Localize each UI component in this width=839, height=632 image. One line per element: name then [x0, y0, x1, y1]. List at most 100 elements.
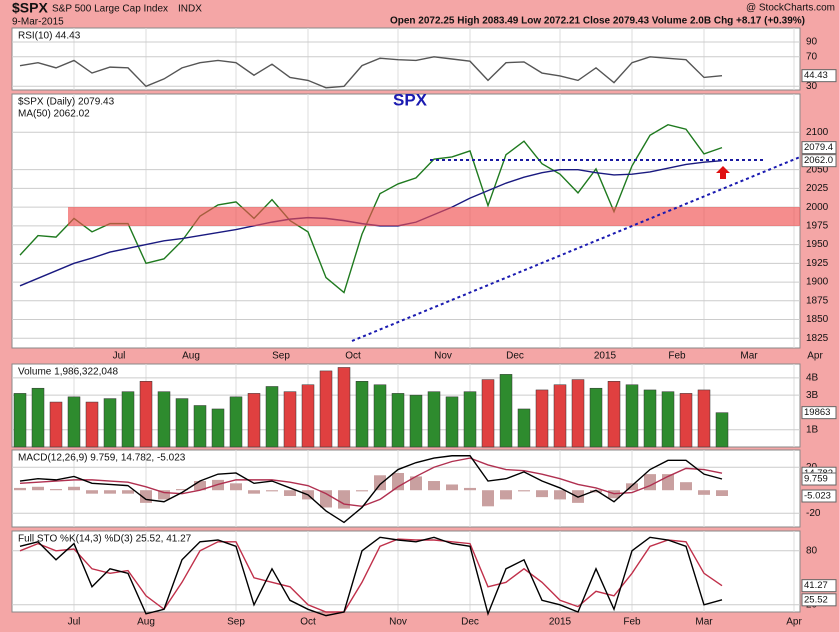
- value-box: [801, 69, 837, 83]
- bar: [482, 490, 494, 507]
- value-label: -5.023: [804, 491, 831, 502]
- bar: [355, 381, 369, 448]
- y-tick-label: 1B: [806, 424, 819, 435]
- series-line: [19, 56, 723, 89]
- x-tick-label: Dec: [461, 617, 479, 628]
- value-box: [801, 579, 837, 593]
- y-tick-label: 2100: [806, 127, 829, 138]
- bar: [356, 490, 368, 492]
- x-tick-label: Jul: [68, 617, 81, 628]
- bar: [14, 487, 26, 491]
- bar: [373, 384, 387, 448]
- bar: [374, 475, 386, 491]
- bar: [680, 482, 692, 491]
- y-tick-label: -20: [806, 508, 821, 519]
- bar: [85, 401, 99, 448]
- value-label: 19863: [804, 407, 830, 418]
- x-tick-label: Nov: [434, 351, 452, 362]
- x-tick-label: Apr: [786, 617, 802, 628]
- bar: [698, 490, 710, 495]
- date: 9-Mar-2015: [12, 17, 64, 28]
- bar: [571, 379, 585, 448]
- bar: [679, 393, 693, 448]
- bar: [230, 483, 242, 491]
- bar: [67, 396, 81, 448]
- bar: [643, 389, 657, 448]
- bar: [337, 367, 351, 448]
- y-tick-label: 1950: [806, 239, 829, 250]
- y-tick-label: 90: [806, 37, 818, 48]
- bar: [31, 387, 45, 448]
- support-zone: [68, 207, 800, 226]
- x-tick-label: Oct: [345, 351, 361, 362]
- y-tick-label: 2000: [806, 202, 829, 213]
- x-tick-label: Mar: [695, 617, 713, 628]
- bar: [229, 396, 243, 448]
- x-tick-label: Feb: [623, 617, 641, 628]
- bar: [464, 487, 476, 491]
- x-tick-label: Jul: [113, 351, 126, 362]
- bar: [589, 387, 603, 448]
- bar: [427, 391, 441, 448]
- bar: [499, 374, 513, 448]
- y-tick-label: 1900: [806, 277, 829, 288]
- series-line: [19, 536, 723, 617]
- x-tick-label: Sep: [272, 351, 290, 362]
- legend: MACD(12,26,9) 9.759, 14.782, -5.023: [18, 453, 186, 464]
- trend-line: [351, 156, 801, 342]
- bar: [517, 408, 531, 448]
- bar: [13, 393, 27, 448]
- bar: [626, 483, 638, 491]
- bar: [139, 381, 153, 448]
- y-tick-label: 1975: [806, 221, 829, 232]
- bar: [193, 405, 207, 448]
- bar: [68, 486, 80, 491]
- bar: [410, 476, 422, 491]
- x-tick-label: Mar: [740, 351, 758, 362]
- annotation: SPX: [393, 90, 428, 109]
- y-tick-label: 1850: [806, 314, 829, 325]
- bar: [157, 391, 171, 448]
- bar: [518, 490, 530, 492]
- bar: [176, 489, 188, 491]
- x-tick-label: Dec: [506, 351, 524, 362]
- quote: Open 2072.25 High 2083.49 Low 2072.21 Cl…: [390, 16, 805, 27]
- bar: [50, 489, 62, 491]
- y-tick-label: 3B: [806, 390, 819, 401]
- bar: [121, 391, 135, 448]
- value-box: [801, 489, 837, 503]
- bar: [211, 408, 225, 448]
- x-tick-label: Oct: [300, 617, 316, 628]
- value-label: 41.27: [804, 580, 828, 591]
- value-label: 9.759: [804, 474, 828, 485]
- y-tick-label: 30: [806, 81, 818, 92]
- bar: [266, 490, 278, 492]
- legend: $SPX (Daily) 2079.43: [18, 97, 115, 108]
- bar: [86, 490, 98, 494]
- value-box: [801, 593, 837, 607]
- bar: [122, 490, 134, 494]
- bar: [445, 396, 459, 448]
- value-label: 2079.4: [804, 142, 833, 153]
- bar: [158, 490, 170, 500]
- bar: [49, 401, 63, 448]
- y-tick-label: 2025: [806, 183, 829, 194]
- panel: [11, 530, 801, 613]
- y-tick-label: 4B: [806, 372, 819, 383]
- bar: [553, 384, 567, 448]
- series-line: [19, 457, 723, 508]
- bar: [661, 391, 675, 448]
- bar: [248, 490, 260, 494]
- value-box: [801, 141, 837, 155]
- bar: [715, 412, 729, 448]
- legend: Full STO %K(14,3) %D(3) 25.52, 41.27: [18, 534, 192, 545]
- exchange: INDX: [178, 4, 202, 15]
- bar: [265, 386, 279, 448]
- bar: [428, 481, 440, 491]
- bar: [391, 393, 405, 448]
- bar: [554, 490, 566, 500]
- bar: [247, 393, 261, 448]
- value-box: [801, 154, 837, 168]
- bar: [716, 490, 728, 496]
